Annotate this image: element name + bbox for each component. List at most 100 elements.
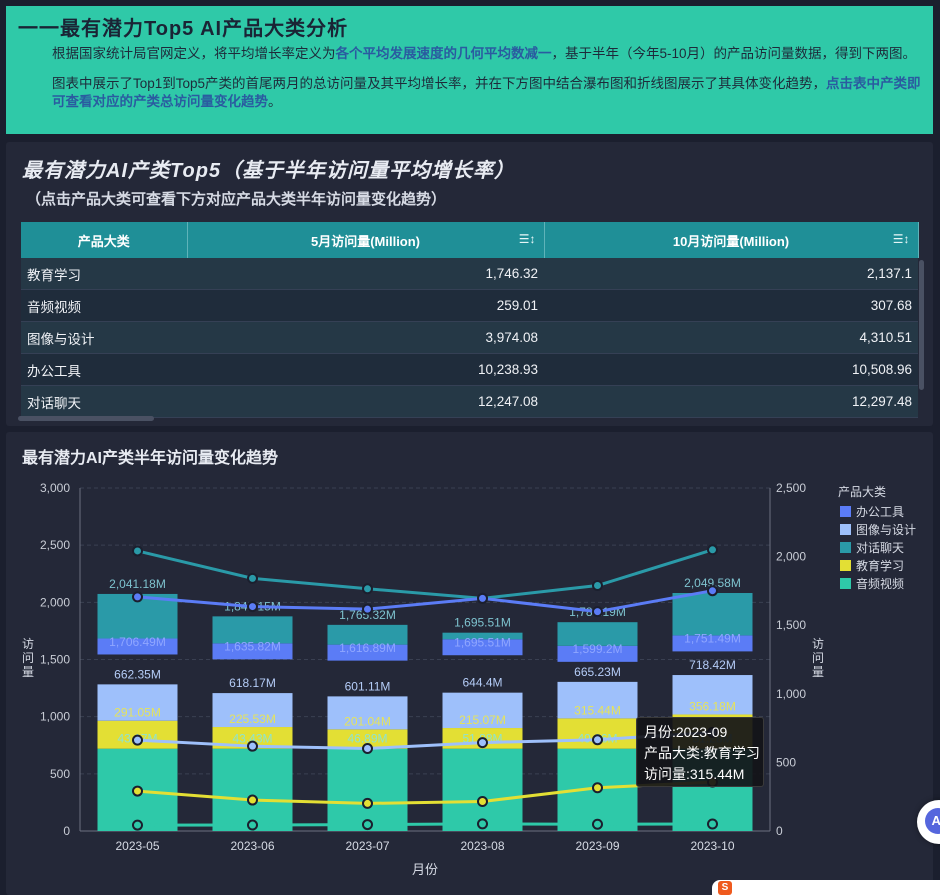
bar-chat [212, 616, 293, 644]
bar-chat [442, 632, 523, 640]
series-office-point [707, 585, 718, 597]
bar-image-design [327, 696, 408, 730]
legend-swatch [840, 524, 851, 535]
legend-swatch [840, 578, 851, 589]
left-tick-label: 3,000 [40, 481, 70, 495]
series-office-point [592, 606, 603, 618]
chart-card-title: 最有潜力AI产类半年访问量变化趋势 [22, 450, 279, 467]
p1-text-a: 根据国家统计局官网定义，将平均增长率定义为 [52, 46, 336, 61]
oct-cell: 12,297.48 [544, 385, 918, 418]
header-oct[interactable]: 10月访问量(Million) ☰↕ [544, 222, 919, 258]
left-tick-label: 500 [50, 767, 70, 781]
banner-title: 一一最有潜力Top5 AI产品大类分析 [18, 18, 349, 40]
bar-image-design [212, 693, 293, 728]
x-tick-label: 2023-09 [575, 839, 619, 853]
series-image-design-line [137, 730, 713, 751]
p1-highlight: 各个平均发展速度的几何平均数减一 [335, 46, 552, 61]
table-vertical-scrollbar[interactable] [919, 260, 924, 390]
data-label-office: 1,751.49M [684, 632, 741, 646]
header-category[interactable]: 产品大类 [21, 222, 188, 258]
data-label-office: 1,616.89M [339, 641, 396, 655]
y-axis-title-right-char: 量 [812, 665, 824, 679]
header-oct-label: 10月访问量(Million) [672, 233, 790, 249]
table-row[interactable]: 对话聊天 12,247.08 12,297.48 [21, 385, 918, 418]
right-tick-label: 1,000 [776, 687, 806, 701]
data-label-chat: 2,049.58M [684, 576, 741, 590]
series-chat-point [592, 580, 603, 592]
bar-office [672, 635, 753, 652]
data-label-audio-video: 43.43M [232, 732, 272, 746]
table-horizontal-scrollbar[interactable] [18, 416, 154, 421]
y-axis-title-left-char: 访 [22, 637, 34, 651]
data-label-image-design: 665.23M [574, 665, 621, 679]
series-education-point [592, 782, 603, 794]
top5-table: 产品大类 5月访问量(Million) ☰↕ 10月访问量(Million) ☰↕ … [21, 222, 919, 418]
right-tick-label: 2,500 [776, 481, 806, 495]
data-label-chat: 1,765.32M [339, 608, 396, 622]
series-image-design-point [477, 737, 488, 749]
banner-paragraph-2: 图表中展示了Top1到Top5产类的首尾两月的总访问量及其平均增长率，并在下方图… [52, 75, 921, 111]
sort-icon[interactable]: ☰↕ [892, 232, 910, 246]
legend-label: 教育学习 [856, 558, 904, 573]
right-tick-label: 1,500 [776, 618, 806, 632]
may-cell: 12,247.08 [187, 385, 544, 418]
table-card-title: 最有潜力AI产类Top5（基于半年访问量平均增长率） [22, 160, 516, 182]
category-cell[interactable]: 教育学习 [21, 258, 187, 290]
right-tick-label: 2,000 [776, 550, 806, 564]
data-label-office: 1,706.49M [109, 635, 166, 649]
bar-office [557, 645, 638, 662]
p1-text-c: ，基于半年（今年5-10月）的产品访问量数据，得到下两图。 [551, 46, 917, 61]
oct-cell: 2,137.1 [544, 258, 918, 290]
series-chat-point [362, 583, 373, 595]
legend-swatch [840, 506, 851, 517]
data-label-education: 291.05M [114, 706, 161, 720]
data-label-education: 201.04M [344, 714, 391, 728]
x-tick-label: 2023-07 [345, 839, 389, 853]
series-office-point [362, 603, 373, 615]
ime-toolbar: S [712, 880, 940, 895]
table-row[interactable]: 图像与设计 3,974.08 4,310.51 [21, 321, 918, 354]
table-card-subtitle: （点击产品大类可查看下方对应产品大类半年访问量变化趋势） [26, 191, 447, 208]
ime-logo-icon: S [718, 881, 732, 895]
series-image-design-point [247, 740, 258, 752]
bar-image-design [442, 692, 523, 729]
oct-cell: 10,508.96 [544, 353, 918, 386]
left-tick-label: 2,500 [40, 538, 70, 552]
table-row[interactable]: 教育学习 1,746.32 2,137.1 [21, 258, 918, 290]
bar-image-design [672, 675, 753, 715]
table-row[interactable]: 办公工具 10,238.93 10,508.96 [21, 353, 918, 386]
data-label-education: 356.18M [689, 699, 736, 713]
sort-icon[interactable]: ☰↕ [518, 232, 536, 246]
series-audio-video-point [132, 819, 143, 831]
category-cell[interactable]: 音频视频 [21, 289, 187, 322]
series-image-design-point [592, 734, 603, 746]
series-audio-video-point [592, 818, 603, 830]
left-tick-label: 1,500 [40, 653, 70, 667]
series-education-point [362, 797, 373, 809]
bar-image-design [557, 681, 638, 719]
series-audio-video-line [137, 822, 713, 827]
category-cell[interactable]: 对话聊天 [21, 385, 187, 418]
category-cell[interactable]: 办公工具 [21, 353, 187, 386]
table-row[interactable]: 音频视频 259.01 307.68 [21, 289, 918, 322]
assistant-button[interactable]: AI [917, 800, 940, 844]
series-chat-line [137, 548, 713, 600]
x-axis-title: 月份 [412, 862, 438, 877]
p2-text-c: 。 [268, 94, 282, 109]
series-image-design-point [132, 734, 143, 746]
bar-education [212, 727, 293, 749]
series-office-point [247, 601, 258, 613]
bar-audio-video [442, 748, 523, 831]
legend-label: 对话聊天 [856, 541, 904, 555]
may-cell: 10,238.93 [187, 353, 544, 386]
category-cell[interactable]: 图像与设计 [21, 321, 187, 354]
tooltip-value: 访问量:315.44M [644, 766, 745, 782]
data-label-chat: 2,041.18M [109, 577, 166, 591]
x-tick-label: 2023-08 [460, 839, 504, 853]
data-label-image-design: 662.35M [114, 667, 161, 681]
series-chat-point [707, 544, 718, 556]
data-label-office: 1,635.82M [224, 640, 281, 654]
header-may[interactable]: 5月访问量(Million) ☰↕ [187, 222, 545, 258]
intro-banner: 一一最有潜力Top5 AI产品大类分析 根据国家统计局官网定义，将平均增长率定义… [6, 6, 933, 134]
